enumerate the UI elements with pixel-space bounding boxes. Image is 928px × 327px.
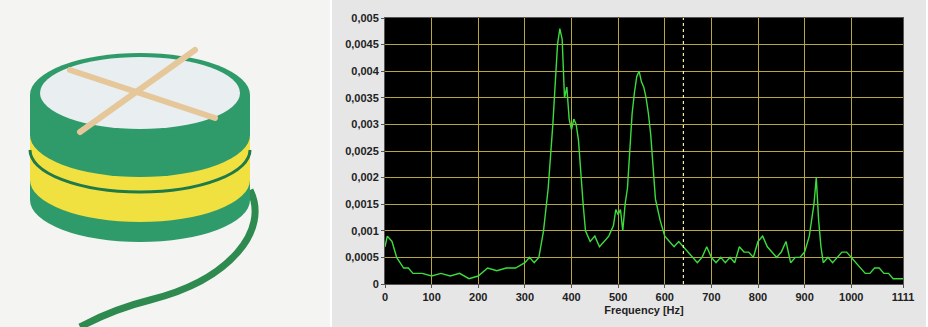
svg-text:0: 0 — [373, 278, 379, 290]
svg-text:0,0025: 0,0025 — [345, 145, 379, 157]
svg-text:500: 500 — [609, 291, 627, 303]
svg-text:0,003: 0,003 — [351, 118, 379, 130]
svg-text:200: 200 — [469, 291, 487, 303]
svg-text:0,0045: 0,0045 — [345, 38, 379, 50]
svg-text:0,001: 0,001 — [351, 225, 379, 237]
svg-text:700: 700 — [702, 291, 720, 303]
svg-text:Frequency [Hz]: Frequency [Hz] — [604, 304, 684, 316]
svg-text:900: 900 — [795, 291, 813, 303]
svg-text:0,0005: 0,0005 — [345, 251, 379, 263]
svg-text:1111: 1111 — [892, 291, 915, 303]
svg-text:0,0035: 0,0035 — [345, 92, 379, 104]
svg-text:300: 300 — [516, 291, 534, 303]
svg-text:0,005: 0,005 — [351, 12, 379, 24]
svg-text:0,0015: 0,0015 — [345, 198, 379, 210]
svg-text:800: 800 — [749, 291, 767, 303]
svg-text:600: 600 — [656, 291, 674, 303]
svg-text:0,002: 0,002 — [351, 171, 379, 183]
svg-text:400: 400 — [562, 291, 580, 303]
svg-text:100: 100 — [422, 291, 440, 303]
svg-text:1000: 1000 — [839, 291, 863, 303]
svg-text:0,004: 0,004 — [351, 65, 379, 77]
svg-text:0: 0 — [382, 291, 388, 303]
